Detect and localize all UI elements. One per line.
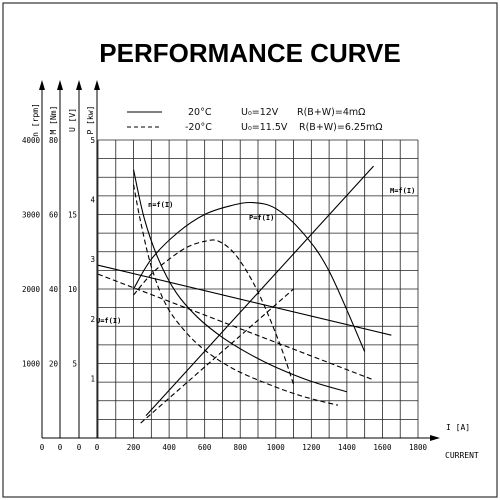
y-tick-label-n: 1000: [22, 360, 41, 369]
y-axis-arrow-M: [57, 80, 63, 90]
series-n-solid: [133, 169, 348, 393]
legend: 20°C U₀=12V R(B+W)=4mΩ -20°C U₀=11.5V R(…: [127, 107, 383, 133]
y-axis-arrow-P: [94, 80, 100, 90]
grid: [97, 139, 419, 439]
series-U-dashed: [97, 273, 374, 381]
y-zero-label-M: 0: [58, 443, 63, 452]
y-tick-label-n: 4000: [22, 136, 41, 145]
x-axis-arrow: [430, 435, 440, 441]
y-axis-arrow-n: [39, 80, 45, 90]
x-tick-label: 800: [233, 443, 247, 452]
x-tick-label: 400: [162, 443, 176, 452]
y-tick-label-P: 3: [90, 255, 95, 264]
x-tick-label: 1000: [267, 443, 286, 452]
curve-label-P: P=f(I): [249, 214, 274, 222]
y-zero-label-n: 0: [40, 443, 45, 452]
series-M-dashed: [140, 288, 294, 424]
x-tick-label: 200: [127, 443, 141, 452]
y-tick-label-M: 80: [49, 136, 59, 145]
legend-dashed-resistance: R(B+W)=6.25mΩ: [299, 122, 383, 133]
x-axis-label: I [A]: [446, 423, 470, 432]
y-tick-label-n: 3000: [22, 211, 41, 220]
y-tick-label-P: 5: [90, 136, 95, 145]
legend-solid-temp: 20°C: [188, 107, 212, 118]
curve-labels: n=f(I) P=f(I) M=f(I) U=f(I): [96, 187, 415, 325]
legend-dashed-voltage: U₀=11.5V: [241, 122, 288, 133]
y-tick-label-n: 2000: [22, 285, 41, 294]
y-zero-label-U: 0: [77, 443, 82, 452]
y-tick-label-P: 4: [90, 196, 95, 205]
y-tick-label-U: 15: [68, 211, 77, 220]
legend-solid-voltage: U₀=12V: [241, 107, 279, 118]
x-tick-label: 1800: [409, 443, 428, 452]
y-zero-label-P: 0: [95, 443, 100, 452]
x-tick-label: 600: [198, 443, 212, 452]
series-P-solid: [133, 201, 366, 352]
curve-label-U: U=f(I): [96, 317, 121, 325]
y-tick-label-U: 5: [72, 360, 77, 369]
y-tick-label-M: 60: [49, 211, 59, 220]
y-axis-label-U: U [V]: [68, 108, 77, 132]
legend-dashed-temp: -20°C: [185, 122, 212, 133]
chart-title: PERFORMANCE CURVE: [99, 38, 400, 68]
x-tick-label: 1600: [373, 443, 392, 452]
y-axis-label-P: P [kw]: [86, 106, 95, 135]
series: [97, 165, 392, 424]
curve-label-M: M=f(I): [390, 187, 415, 195]
y-tick-label-P: 1: [90, 374, 95, 383]
series-P-dashed: [133, 239, 295, 385]
y-tick-label-P: 2: [90, 315, 95, 324]
y-tick-label-M: 20: [49, 360, 59, 369]
series-M-solid: [145, 165, 374, 417]
x-tick-label: 1200: [302, 443, 321, 452]
y-axis-label-n: n [rpm]: [31, 103, 40, 137]
y-axis-arrow-U: [76, 80, 82, 90]
y-tick-label-M: 40: [49, 285, 59, 294]
x-tick-label: 1400: [338, 443, 357, 452]
x-axis-caption: CURRENT: [445, 451, 479, 460]
legend-solid-resistance: R(B+W)=4mΩ: [297, 107, 365, 118]
y-tick-label-U: 10: [68, 285, 78, 294]
series-n-dashed: [133, 184, 339, 406]
curve-label-n: n=f(I): [148, 201, 173, 209]
y-axis-label-M: M [Nm]: [49, 106, 58, 135]
series-U-solid: [97, 264, 392, 336]
